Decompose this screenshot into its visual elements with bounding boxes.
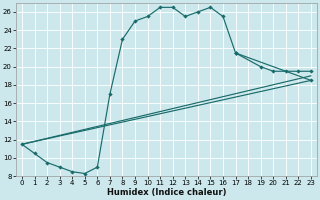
- X-axis label: Humidex (Indice chaleur): Humidex (Indice chaleur): [107, 188, 226, 197]
